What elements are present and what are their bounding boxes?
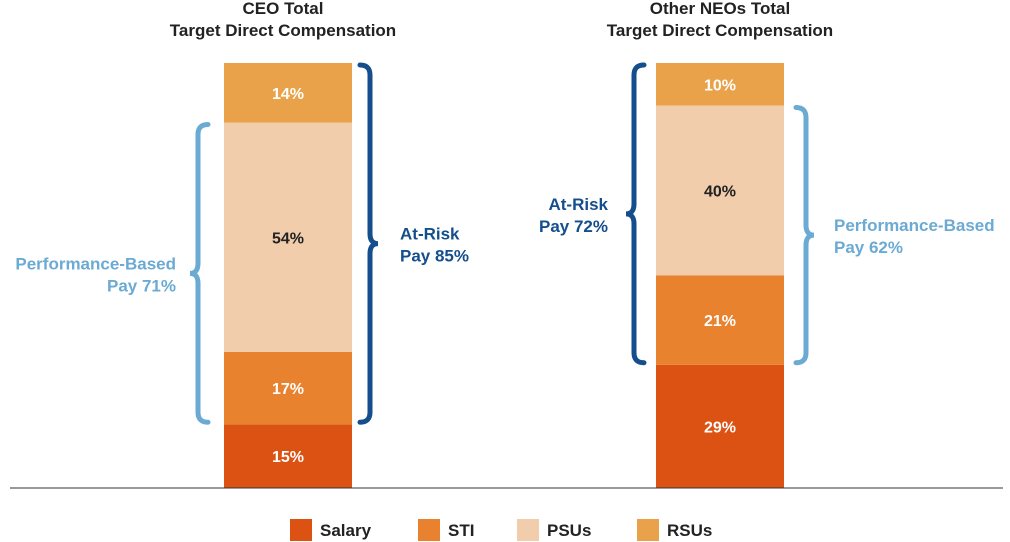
- legend-label: PSUs: [547, 521, 591, 540]
- brace-label: Performance-Based Pay 71%: [15, 254, 176, 295]
- brace-right: [793, 105, 815, 366]
- brace-left: [625, 62, 647, 366]
- bar-segment-psus: [224, 122, 352, 352]
- legend-item-rsus: RSUs: [637, 519, 712, 541]
- segment-value-label: 21%: [704, 313, 736, 330]
- legend-swatch: [418, 519, 440, 541]
- legend-item-salary: Salary: [290, 519, 372, 541]
- bar-title: CEO Total Target Direct Compensation: [170, 0, 396, 40]
- legend-swatch: [637, 519, 659, 541]
- legend-swatch: [517, 519, 539, 541]
- segment-value-label: 54%: [272, 230, 304, 247]
- bar-segment-salary: [656, 364, 784, 488]
- legend-label: Salary: [320, 521, 372, 540]
- legend-item-sti: STI: [418, 519, 474, 541]
- segment-value-label: 15%: [272, 449, 304, 466]
- bar-segment-rsus: [656, 63, 784, 106]
- legend-swatch: [290, 519, 312, 541]
- legend-item-psus: PSUs: [517, 519, 591, 541]
- segment-value-label: 29%: [704, 419, 736, 436]
- brace-label: At-Risk Pay 72%: [539, 195, 609, 236]
- stacked-bar-2: Other NEOs Total Target Direct Compensati…: [539, 0, 995, 488]
- segment-value-label: 40%: [704, 184, 736, 201]
- bar-segment-rsus: [224, 63, 352, 123]
- legend-label: STI: [448, 521, 474, 540]
- segment-value-label: 10%: [704, 77, 736, 94]
- brace-label: Performance-Based Pay 62%: [834, 216, 995, 257]
- bar-segment-psus: [656, 105, 784, 276]
- bar-segment-sti: [224, 352, 352, 425]
- brace-left: [189, 122, 211, 425]
- segment-value-label: 17%: [272, 381, 304, 398]
- bars-layer: CEO Total Target Direct Compensation 15% 17…: [15, 0, 995, 488]
- bar-title: Other NEOs Total Target Direct Compensati…: [607, 0, 833, 40]
- brace-label: At-Risk Pay 85%: [400, 225, 469, 266]
- bar-segment-sti: [656, 275, 784, 365]
- legend: Salary STI PSUs RSUs: [290, 519, 712, 541]
- brace-right: [357, 62, 379, 425]
- legend-label: RSUs: [667, 521, 712, 540]
- segment-value-label: 14%: [272, 86, 304, 103]
- stacked-bar-1: CEO Total Target Direct Compensation 15% 17…: [15, 0, 469, 488]
- bar-segment-salary: [224, 424, 352, 488]
